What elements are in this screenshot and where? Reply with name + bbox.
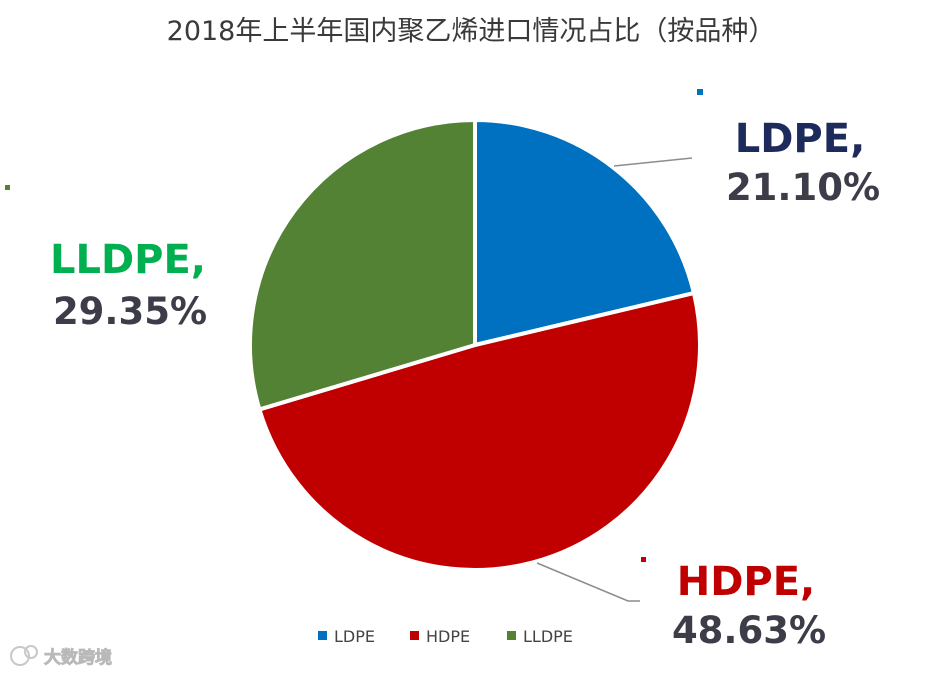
legend-item-ldpe: LDPE bbox=[318, 627, 375, 646]
chart-title: 2018年上半年国内聚乙烯进口情况占比（按品种） bbox=[167, 16, 776, 47]
logo-icon bbox=[10, 645, 38, 666]
legend-item-hdpe: HDPE bbox=[410, 627, 470, 646]
data-label-lldpe-name: LLDPE, bbox=[50, 237, 206, 283]
pie-slices bbox=[248, 118, 702, 572]
pie-slice-hdpe bbox=[257, 291, 702, 572]
legend-label-ldpe: LDPE bbox=[334, 627, 375, 646]
legend-swatch-hdpe bbox=[410, 631, 419, 640]
data-label-hdpe-value: 48.63% bbox=[672, 609, 826, 652]
pie-slice-ldpe bbox=[473, 118, 696, 347]
legend-swatch-ldpe bbox=[318, 631, 327, 640]
leader-line-ldpe bbox=[613, 157, 693, 167]
legend-item-lldpe: LLDPE bbox=[507, 627, 573, 646]
legend: LDPE HDPE LLDPE bbox=[318, 627, 573, 646]
data-label-hdpe-name: HDPE, bbox=[677, 559, 816, 605]
marker-lldpe bbox=[5, 185, 10, 190]
data-label-ldpe-name: LDPE, bbox=[735, 116, 866, 162]
legend-label-lldpe: LLDPE bbox=[523, 627, 573, 646]
leader-line-hdpe bbox=[536, 562, 640, 602]
data-label-ldpe-value: 21.10% bbox=[726, 166, 880, 209]
marker-hdpe bbox=[641, 557, 646, 562]
marker-ldpe bbox=[697, 89, 703, 95]
watermark: 大数跨境 bbox=[10, 645, 112, 668]
legend-swatch-lldpe bbox=[507, 631, 516, 640]
data-label-lldpe-value: 29.35% bbox=[53, 290, 207, 333]
pie-slice-lldpe bbox=[248, 118, 477, 412]
legend-label-hdpe: HDPE bbox=[426, 627, 470, 646]
watermark-text: 大数跨境 bbox=[44, 647, 112, 668]
